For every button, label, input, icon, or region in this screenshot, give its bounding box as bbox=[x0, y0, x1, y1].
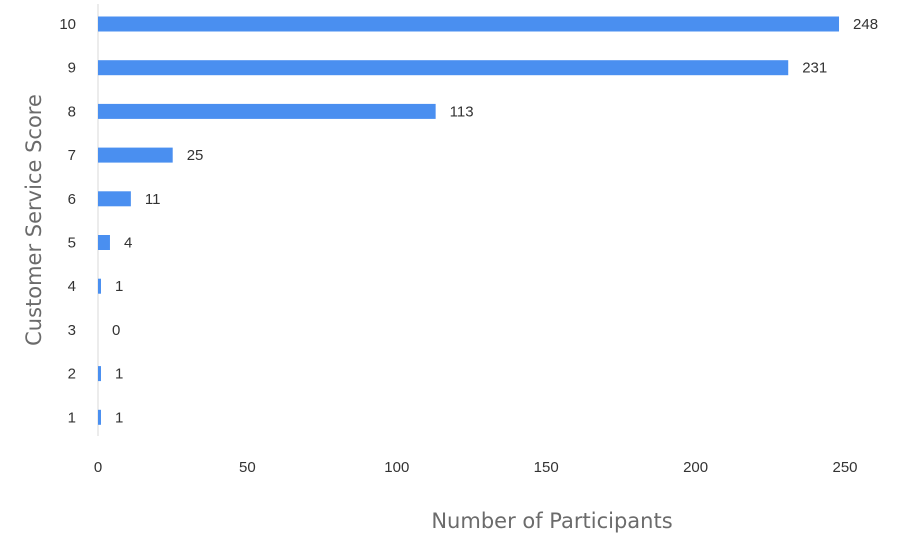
category-label: 7 bbox=[68, 147, 76, 164]
data-label: 11 bbox=[145, 191, 161, 208]
x-tick-label: 0 bbox=[94, 459, 102, 476]
data-label: 1 bbox=[115, 278, 123, 295]
x-tick-labels: 0 50 100 150 200 250 bbox=[94, 459, 858, 476]
bar bbox=[98, 147, 173, 163]
data-label: 1 bbox=[115, 409, 123, 426]
category-label: 2 bbox=[68, 366, 76, 383]
x-tick-label: 100 bbox=[384, 459, 409, 476]
bar bbox=[98, 60, 789, 76]
bar bbox=[98, 409, 101, 425]
x-tick-label: 150 bbox=[534, 459, 559, 476]
data-label: 25 bbox=[187, 147, 204, 164]
category-label: 4 bbox=[68, 278, 76, 295]
bar bbox=[98, 366, 101, 382]
bars-group bbox=[98, 16, 840, 425]
y-axis-title: Customer Service Score bbox=[22, 94, 46, 346]
data-label: 113 bbox=[450, 103, 474, 120]
category-labels: 10 9 8 7 6 5 4 3 2 1 bbox=[59, 16, 76, 426]
category-label: 6 bbox=[68, 191, 76, 208]
category-label: 9 bbox=[68, 60, 76, 77]
data-label: 248 bbox=[853, 16, 878, 33]
data-label: 1 bbox=[115, 366, 123, 383]
bar bbox=[98, 191, 131, 207]
bar bbox=[98, 103, 436, 119]
category-label: 10 bbox=[59, 16, 76, 33]
bar bbox=[98, 235, 110, 250]
data-label: 4 bbox=[124, 235, 132, 252]
x-axis-title: Number of Participants bbox=[431, 509, 672, 533]
category-label: 3 bbox=[68, 322, 76, 339]
category-label: 1 bbox=[68, 409, 76, 426]
data-label: 0 bbox=[112, 322, 120, 339]
data-label: 231 bbox=[802, 60, 827, 77]
x-tick-label: 50 bbox=[239, 459, 256, 476]
x-tick-label: 250 bbox=[832, 459, 857, 476]
x-tick-label: 200 bbox=[683, 459, 708, 476]
bar bbox=[98, 278, 101, 294]
bar bbox=[98, 16, 840, 32]
category-label: 5 bbox=[68, 235, 76, 252]
category-label: 8 bbox=[68, 103, 76, 120]
